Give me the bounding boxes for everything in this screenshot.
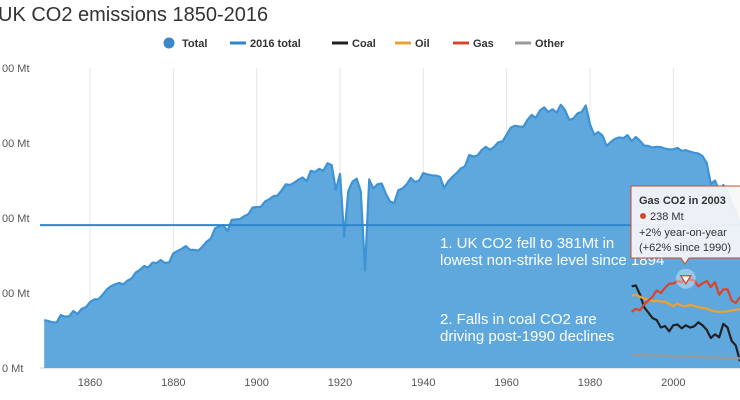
x-tick-1940: 1940 xyxy=(411,377,435,389)
axis-labels: 1860 1880 1900 1920 1940 1960 1980 2000 0 Mt 00 M… xyxy=(2,63,686,389)
legend-coal-label: Coal xyxy=(352,38,376,50)
tooltip: Gas CO2 in 2003 238 Mt +2% year-on-year (+6… xyxy=(630,185,740,289)
y-tick-400: 00 Mt xyxy=(2,213,30,225)
x-tick-1900: 1900 xyxy=(244,377,268,389)
tooltip-bullet xyxy=(640,213,646,219)
legend-total-marker xyxy=(163,37,175,49)
legend: Total 2016 total Coal Oil Gas Other xyxy=(163,37,565,50)
total-line xyxy=(43,103,740,324)
annotation-1-line-2: lowest non-strike level since 1894 xyxy=(440,252,664,269)
x-tick-1920: 1920 xyxy=(328,377,352,389)
legend-total-label: Total xyxy=(182,38,207,50)
x-tick-1980: 1980 xyxy=(578,377,602,389)
x-tick-1880: 1880 xyxy=(161,377,185,389)
legend-oil-label: Oil xyxy=(415,38,430,50)
x-tick-2000: 2000 xyxy=(661,377,685,389)
tooltip-box xyxy=(630,185,740,265)
tooltip-title: Gas CO2 in 2003 xyxy=(639,195,726,207)
legend-gas-label: Gas xyxy=(473,38,494,50)
y-tick-600: 00 Mt xyxy=(2,138,30,150)
y-tick-200: 00 Mt xyxy=(2,288,30,300)
other-line xyxy=(631,353,740,360)
tooltip-value: 238 Mt xyxy=(650,211,684,223)
legend-2016-total-label: 2016 total xyxy=(250,38,301,50)
annotation-2-line-2: driving post-1990 declines xyxy=(440,328,614,345)
annotation-1-line-1: 1. UK CO2 fell to 381Mt in xyxy=(440,235,614,252)
total-area xyxy=(44,104,740,369)
y-tick-800: 00 Mt xyxy=(2,63,30,75)
hover-marker xyxy=(679,275,693,285)
annotation-2-line-1: 2. Falls in coal CO2 are xyxy=(440,311,597,328)
x-tick-1960: 1960 xyxy=(494,377,518,389)
y-tick-0: 0 Mt xyxy=(2,363,23,375)
coal-line xyxy=(631,284,740,362)
tooltip-line-2: +2% year-on-year xyxy=(639,227,727,239)
x-tick-1860: 1860 xyxy=(78,377,102,389)
chart-title: UK CO2 emissions 1850-2016 xyxy=(0,4,269,26)
tooltip-line-3: (+62% since 1990) xyxy=(639,242,731,254)
plot-series xyxy=(40,103,740,369)
legend-other-label: Other xyxy=(535,38,565,50)
